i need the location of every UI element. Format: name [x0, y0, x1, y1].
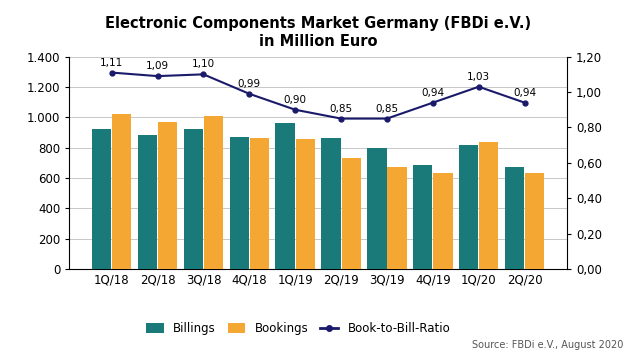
- Legend: Billings, Bookings, Book-to-Bill-Ratio: Billings, Bookings, Book-to-Bill-Ratio: [141, 318, 455, 340]
- Bar: [387, 167, 407, 269]
- Text: 1,09: 1,09: [146, 61, 169, 71]
- Bar: [413, 165, 432, 269]
- Text: 0,85: 0,85: [375, 104, 399, 114]
- Text: 0,94: 0,94: [513, 88, 536, 98]
- Book-to-Bill-Ratio: [475, 85, 483, 89]
- Bar: [249, 138, 269, 269]
- Bar: [433, 173, 452, 269]
- Book-to-Bill-Ratio: [383, 116, 391, 121]
- Bar: [459, 145, 478, 269]
- Text: 0,94: 0,94: [421, 88, 444, 98]
- Text: 1,03: 1,03: [467, 72, 490, 82]
- Book-to-Bill-Ratio: [292, 108, 299, 112]
- Bar: [479, 142, 498, 269]
- Bar: [321, 138, 341, 269]
- Bar: [341, 158, 361, 269]
- Text: 1,11: 1,11: [100, 58, 123, 68]
- Book-to-Bill-Ratio: [108, 70, 115, 75]
- Bar: [229, 137, 249, 269]
- Bar: [295, 139, 315, 269]
- Title: Electronic Components Market Germany (FBDi e.V.)
in Million Euro: Electronic Components Market Germany (FB…: [105, 16, 531, 48]
- Text: 1,10: 1,10: [192, 59, 215, 69]
- Bar: [184, 129, 203, 269]
- Bar: [158, 122, 177, 269]
- Text: Source: FBDi e.V., August 2020: Source: FBDi e.V., August 2020: [472, 341, 624, 350]
- Bar: [525, 173, 544, 269]
- Book-to-Bill-Ratio: [246, 92, 253, 96]
- Bar: [275, 124, 295, 269]
- Book-to-Bill-Ratio: [429, 101, 437, 105]
- Bar: [204, 116, 223, 269]
- Bar: [367, 148, 387, 269]
- Bar: [138, 135, 157, 269]
- Book-to-Bill-Ratio: [521, 101, 529, 105]
- Book-to-Bill-Ratio: [200, 72, 207, 76]
- Bar: [112, 114, 132, 269]
- Text: 0,85: 0,85: [329, 104, 353, 114]
- Bar: [92, 130, 112, 269]
- Text: 0,90: 0,90: [284, 95, 307, 105]
- Book-to-Bill-Ratio: [337, 116, 345, 121]
- Bar: [505, 167, 524, 269]
- Book-to-Bill-Ratio: [154, 74, 161, 78]
- Text: 0,99: 0,99: [238, 79, 261, 89]
- Line: Book-to-Bill-Ratio: Book-to-Bill-Ratio: [109, 70, 527, 121]
